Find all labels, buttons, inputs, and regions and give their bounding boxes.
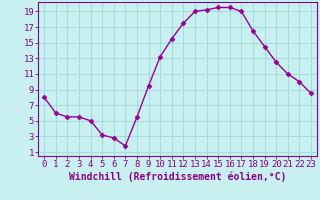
X-axis label: Windchill (Refroidissement éolien,°C): Windchill (Refroidissement éolien,°C) <box>69 172 286 182</box>
